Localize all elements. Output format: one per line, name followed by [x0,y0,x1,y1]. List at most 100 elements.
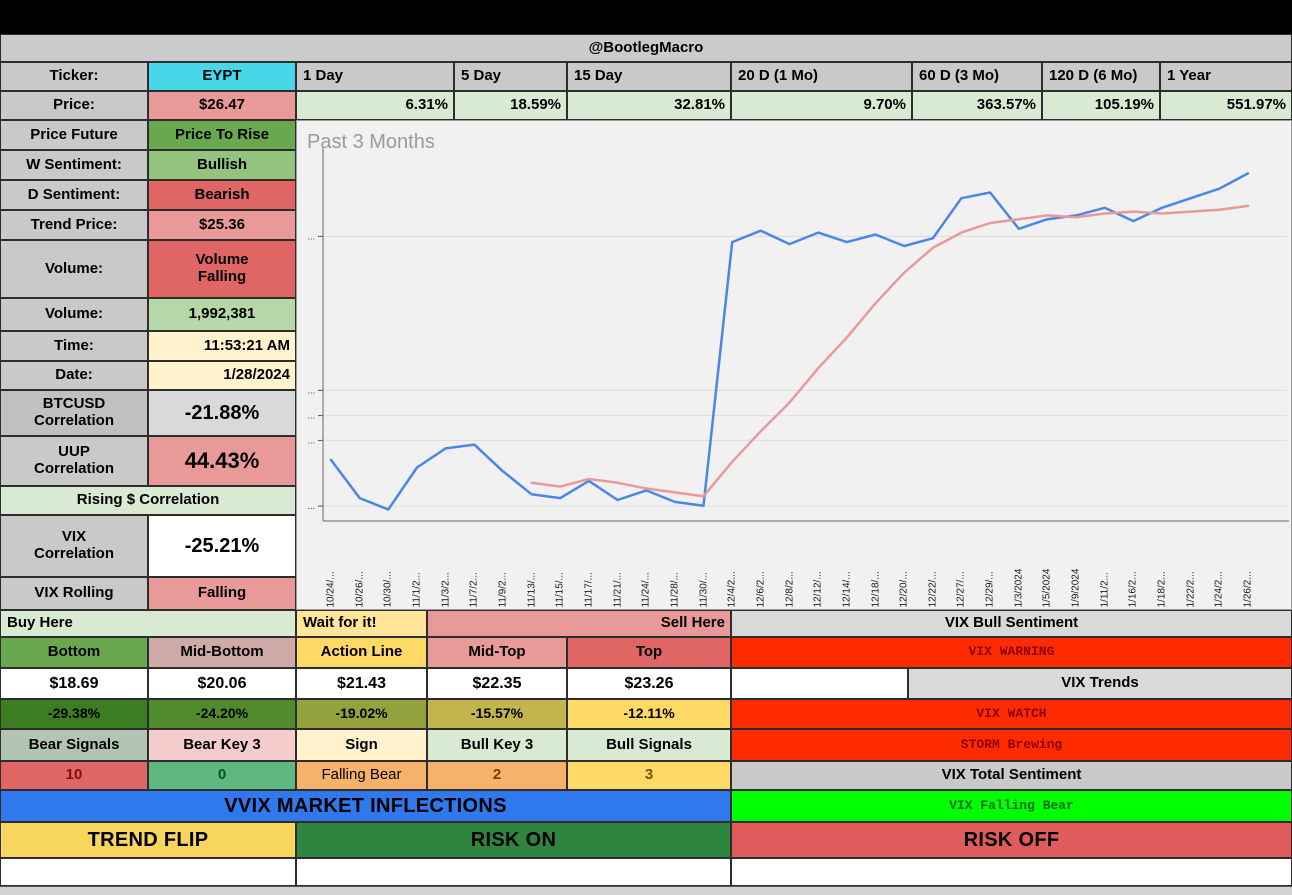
x-axis-label: 12/8/2... [784,571,795,608]
stat-value-vix-rolling: Falling [148,577,296,610]
stat-value-time: 11:53:21 AM [148,331,296,361]
signal-value-bull-key3: 2 [427,761,567,790]
period-header-5day: 5 Day [454,62,567,91]
x-axis-label: 11/28/... [669,572,681,608]
x-axis-label: 12/14/... [841,571,853,608]
x-axis-label: 10/24/... [325,571,337,608]
level-header-mid-bottom: Mid-Bottom [148,637,296,668]
x-axis-label: 12/27/... [955,571,967,608]
price-label: Price: [0,91,148,120]
x-axis-label: 11/21/... [612,572,624,608]
stat-value-trend-price: $25.36 [148,210,296,240]
level-header-mid-top: Mid-Top [427,637,567,668]
level-price-top: $23.26 [567,668,731,699]
period-header-120d: 120 D (6 Mo) [1042,62,1160,91]
stat-label-time: Time: [0,331,148,361]
empty-cell [731,858,1292,886]
x-axis-label: 12/22/... [927,571,939,608]
vix-total-sentiment-header: VIX Total Sentiment [731,761,1292,790]
svg-text:...: ... [307,231,315,241]
stat-label-date: Date: [0,361,148,390]
stat-label-trend-price: Trend Price: [0,210,148,240]
vix-trends-header: VIX Trends [908,668,1292,699]
wait-for-it-zone: Wait for it! [296,610,427,637]
x-axis-label: 1/26/2... [1242,571,1254,608]
signal-header-bear-signals: Bear Signals [0,729,148,761]
x-axis-label: 11/13/... [526,572,538,608]
storm-brewing-banner: STORM Brewing [731,729,1292,761]
x-axis-label: 10/30/... [382,571,394,608]
header-handle: @BootlegMacro [0,34,1292,62]
return-1year: 551.97% [1160,91,1292,120]
signal-value-bear-key3: 0 [148,761,296,790]
x-axis-label: 12/29/... [984,571,996,608]
stat-value-date: 1/28/2024 [148,361,296,390]
level-header-top: Top [567,637,731,668]
stat-value-uup-correlation: 44.43% [148,436,296,486]
buy-here-zone: Buy Here [0,610,296,637]
level-header-bottom: Bottom [0,637,148,668]
period-header-1day: 1 Day [296,62,454,91]
stat-label-price-future: Price Future [0,120,148,150]
rising-dollar-correlation: Rising $ Correlation [0,486,296,515]
period-header-20d: 20 D (1 Mo) [731,62,912,91]
x-axis-label: 11/24/... [640,572,652,608]
x-axis-label: 11/9/2... [497,572,509,608]
price-chart: ............... [307,147,1289,522]
stat-label-volume-state: Volume: [0,240,148,298]
x-axis-label: 1/9/2024 [1070,568,1082,608]
svg-text:...: ... [307,435,315,445]
x-axis-label: 11/15/... [554,572,566,608]
signal-value-bear-signals: 10 [0,761,148,790]
price-value-cell: $26.47 [148,91,296,120]
x-axis-label: 10/26/... [354,571,366,608]
x-axis-label: 12/18/... [870,571,881,608]
vvix-market-inflections-banner: VVIX MARKET INFLECTIONS [0,790,731,822]
stat-value-volume-state: Volume Falling [148,240,296,298]
stat-label-btc-correlation: BTCUSD Correlation [0,390,148,436]
stat-label-d-sentiment: D Sentiment: [0,180,148,210]
empty-cell [731,668,908,699]
stat-label-w-sentiment: W Sentiment: [0,150,148,180]
ticker-symbol-cell: EYPT [148,62,296,91]
x-axis-label: 11/7/2... [468,572,480,608]
x-axis-label: 1/18/2... [1156,571,1168,608]
vix-watch-banner: VIX WATCH [731,699,1292,729]
stat-value-vix-correlation: -25.21% [148,515,296,577]
stat-value-w-sentiment: Bullish [148,150,296,180]
stat-label-vix-correlation: VIX Correlation [0,515,148,577]
signal-value-bull-signals: 3 [567,761,731,790]
risk-on-banner: RISK ON [296,822,731,858]
chart-title: Past 3 Months [307,131,435,153]
stat-value-d-sentiment: Bearish [148,180,296,210]
empty-cell [0,858,296,886]
level-price-bottom: $18.69 [0,668,148,699]
stat-value-btc-correlation: -21.88% [148,390,296,436]
vix-falling-bear-banner: VIX Falling Bear [731,790,1292,822]
return-20d: 9.70% [731,91,912,120]
x-axis-label: 1/11/2... [1099,572,1111,608]
x-axis-label: 12/6/2... [755,571,767,608]
period-header-1year: 1 Year [1160,62,1292,91]
bottom-strip [0,886,1292,895]
stat-label-vix-rolling: VIX Rolling [0,577,148,610]
return-120d: 105.19% [1042,91,1160,120]
x-axis-label: 12/20/... [898,571,910,608]
x-axis-label: 11/17/... [583,572,595,608]
x-axis-label: 12/4/2... [726,571,738,608]
sell-here-zone: Sell Here [427,610,731,637]
return-5day: 18.59% [454,91,567,120]
return-15day: 32.81% [567,91,731,120]
level-percent-action-line: -19.02% [296,699,427,729]
price-chart-panel: ............... Past 3 Months 10/24/... 1… [296,120,1292,610]
risk-off-banner: RISK OFF [731,822,1292,858]
x-axis-label: 12/12/... [812,571,824,608]
vix-bull-sentiment-header: VIX Bull Sentiment [731,610,1292,637]
level-header-action-line: Action Line [296,637,427,668]
x-axis-label: 1/24/2... [1213,571,1225,608]
svg-text:...: ... [307,411,315,421]
period-header-60d: 60 D (3 Mo) [912,62,1042,91]
stat-value-volume: 1,992,381 [148,298,296,331]
level-price-mid-bottom: $20.06 [148,668,296,699]
